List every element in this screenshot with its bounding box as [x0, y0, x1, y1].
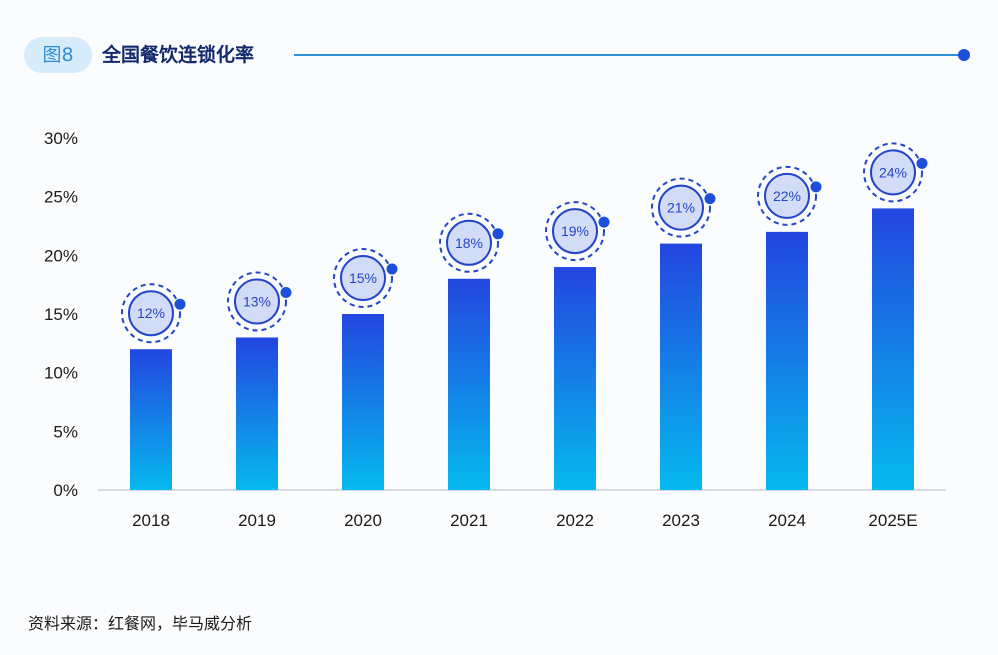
bar-chart: 0% 5% 10% 15% 20% 25% 30% 12% 13% 15% 18% 19% 21% 22… — [44, 129, 946, 530]
bar-2018 — [130, 349, 172, 490]
chart-header: 图8 全国餐饮连锁化率 — [0, 0, 998, 110]
bubble-inner-circle — [234, 278, 280, 325]
x-tick-label: 2021 — [450, 511, 488, 530]
bar-2022 — [554, 267, 596, 490]
data-label: 18% — [455, 235, 483, 251]
data-label: 12% — [137, 305, 165, 321]
data-label: 19% — [561, 223, 589, 239]
bubble-inner-circle — [870, 149, 916, 196]
x-tick-label: 2023 — [662, 511, 700, 530]
bubble-dot — [704, 193, 716, 205]
bars-group: 12% 13% 15% 18% 19% 21% 22% 24% — [121, 142, 928, 490]
divider-end-dot — [958, 49, 970, 61]
x-tick-label: 2024 — [768, 511, 806, 530]
bar-2019 — [236, 337, 278, 490]
data-label-bubble: 21% — [651, 177, 716, 238]
data-label-bubble: 19% — [545, 201, 610, 262]
bar-2023 — [660, 243, 702, 490]
bar-2024 — [766, 231, 808, 490]
bubble-inner-circle — [446, 219, 492, 266]
x-tick-label: 2020 — [344, 511, 382, 530]
bar-2020 — [342, 314, 384, 490]
chart-title: 全国餐饮连锁化率 — [102, 44, 255, 66]
data-label: 24% — [879, 164, 907, 180]
x-axis: 2018 2019 2020 2021 2022 2023 2024 2025E — [132, 511, 918, 530]
bar-2025E — [872, 208, 914, 490]
bubble-dashed-ring — [757, 165, 817, 226]
x-tick-label: 2022 — [556, 511, 594, 530]
bubble-dot — [280, 286, 292, 298]
bubble-dot — [174, 298, 186, 310]
y-tick-label: 30% — [44, 129, 78, 148]
header-divider — [294, 54, 960, 56]
data-label: 22% — [773, 188, 801, 204]
bubble-inner-circle — [552, 208, 598, 255]
bar-2021 — [448, 278, 490, 490]
x-tick-label: 2025E — [868, 511, 917, 530]
data-label-bubble: 12% — [121, 283, 186, 344]
data-label: 13% — [243, 293, 271, 309]
bubble-inner-circle — [340, 255, 386, 301]
data-label-bubble: 15% — [333, 248, 398, 308]
x-tick-label: 2018 — [132, 511, 170, 530]
bubble-dashed-ring — [227, 271, 287, 332]
x-tick-label: 2019 — [238, 511, 276, 530]
data-label: 21% — [667, 200, 695, 216]
data-label: 15% — [349, 270, 377, 286]
bubble-dot — [916, 157, 928, 169]
bubble-dot — [598, 216, 610, 228]
y-axis: 0% 5% 10% 15% 20% 25% 30% — [44, 129, 78, 500]
figure-label: 图8 — [24, 37, 92, 73]
bubble-dashed-ring — [121, 283, 181, 344]
bubble-dot — [810, 181, 822, 193]
y-tick-label: 5% — [53, 422, 78, 441]
y-tick-label: 25% — [44, 188, 78, 207]
bubble-dashed-ring — [439, 212, 499, 273]
source-note: 资料来源：红餐网，毕马威分析 — [28, 614, 253, 633]
data-label-bubble: 22% — [757, 165, 822, 226]
data-label-bubble: 18% — [439, 212, 504, 273]
bubble-inner-circle — [658, 184, 704, 231]
y-tick-label: 20% — [44, 246, 78, 265]
bubble-dot — [492, 228, 504, 240]
bubble-dot — [386, 263, 398, 275]
bubble-dashed-ring — [651, 177, 711, 238]
bubble-inner-circle — [764, 172, 810, 219]
data-label-bubble: 13% — [227, 271, 292, 332]
y-tick-label: 0% — [53, 481, 78, 500]
bubble-dashed-ring — [333, 248, 393, 308]
y-tick-label: 10% — [44, 364, 78, 383]
bubble-dashed-ring — [863, 142, 923, 203]
data-label-bubble: 24% — [863, 142, 928, 203]
bubble-inner-circle — [128, 290, 174, 337]
y-tick-label: 15% — [44, 305, 78, 324]
bubble-dashed-ring — [545, 201, 605, 262]
